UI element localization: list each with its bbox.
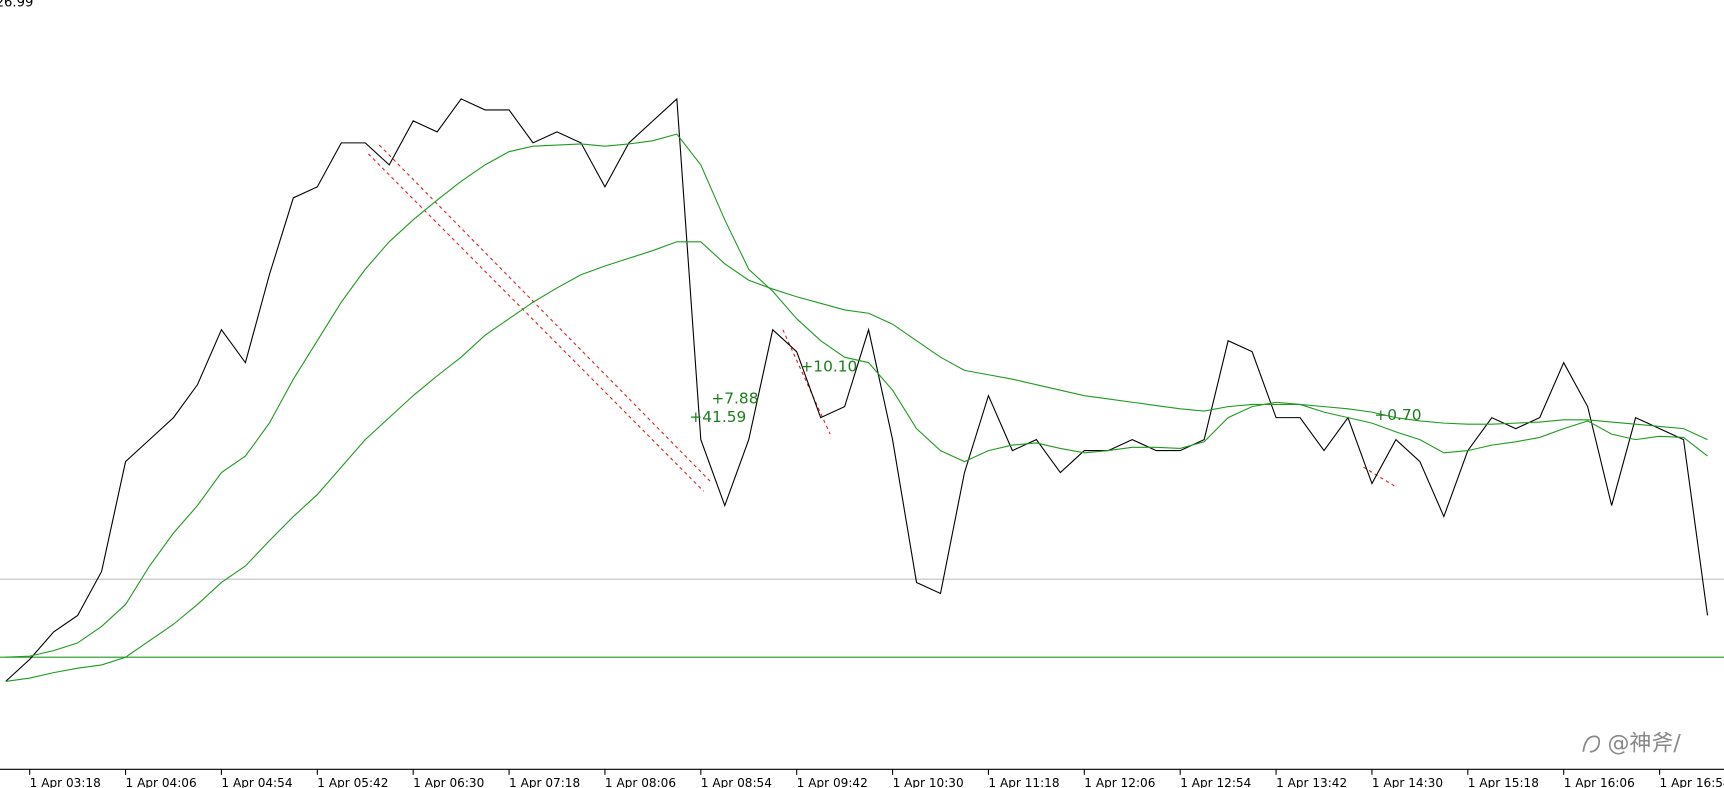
annotation: +10.10 [800, 357, 857, 375]
x-tick-label: 1 Apr 11:18 [988, 776, 1059, 788]
x-tick-label: 1 Apr 14:30 [1372, 776, 1443, 788]
watermark-icon [1582, 735, 1601, 753]
x-tick-label: 1 Apr 12:54 [1180, 776, 1251, 788]
x-tick-label: 1 Apr 10:30 [893, 776, 964, 788]
x-tick-label: 1 Apr 05:42 [317, 776, 388, 788]
x-tick-label: 1 Apr 15:18 [1468, 776, 1539, 788]
moving-average [5, 133, 1708, 658]
price-line [5, 97, 1709, 682]
x-tick-label: 1 Apr 08:06 [605, 776, 676, 788]
x-tick-label: 1 Apr 13:42 [1276, 776, 1347, 788]
annotation: +41.59 [689, 408, 746, 426]
x-tick-label: 1 Apr 03:18 [30, 776, 101, 788]
x-tick-label: 1 Apr 08:54 [701, 776, 772, 788]
x-tick-label: 1 Apr 04:06 [126, 776, 197, 788]
x-tick-label: 1 Apr 06:30 [413, 776, 484, 788]
x-tick-label: 1 Apr 16:06 [1564, 776, 1635, 788]
icon [1582, 735, 1601, 753]
annotation: +0.70 [1374, 406, 1421, 424]
moving-average [5, 241, 1708, 682]
x-tick-label: 1 Apr 12:06 [1084, 776, 1155, 788]
y-tick-label: 26.99 [0, 0, 33, 11]
x-tick-label: 1 Apr 07:18 [509, 776, 580, 788]
x-tick-label: 1 Apr 16:54 [1660, 776, 1724, 788]
x-tick-label: 1 Apr 04:54 [221, 776, 292, 788]
watermark: @神斧/ [1607, 732, 1681, 757]
annotation: +7.88 [711, 389, 758, 407]
x-tick-label: 1 Apr 09:42 [797, 776, 868, 788]
